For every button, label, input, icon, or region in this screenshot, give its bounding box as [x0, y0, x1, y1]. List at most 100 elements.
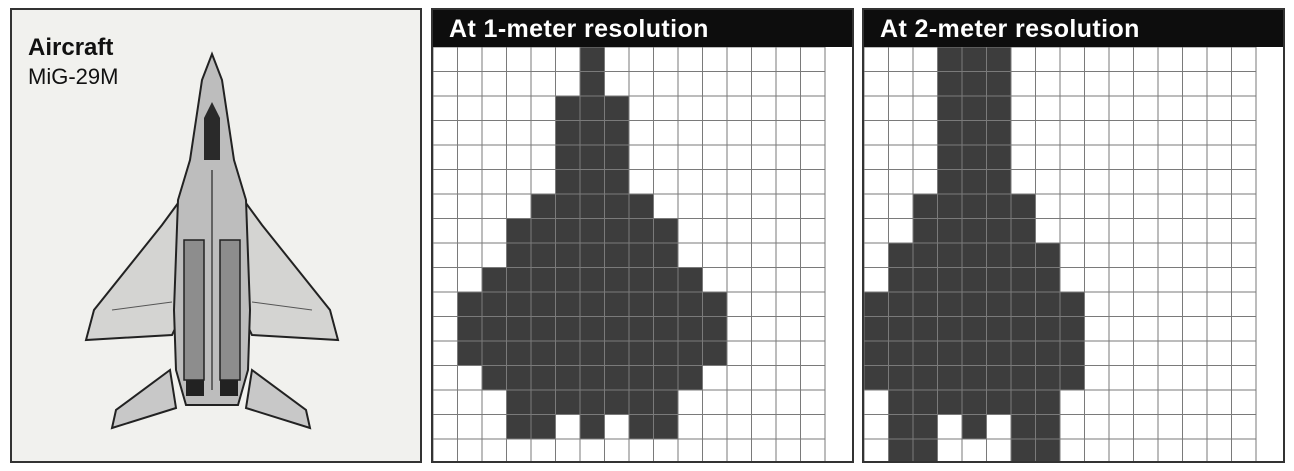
one-meter-filled-cell — [555, 218, 581, 244]
one-meter-filled-cell — [506, 341, 532, 366]
one-meter-filled-cell — [531, 194, 556, 219]
two-meter-filled-cell — [1035, 341, 1061, 366]
one-meter-filled-cell — [629, 365, 654, 391]
two-meter-filled-cell — [888, 439, 914, 461]
one-meter-filled-cell — [604, 169, 630, 195]
two-meter-filled-cell — [986, 316, 1012, 342]
one-meter-filled-cell — [555, 120, 581, 146]
one-meter-filled-cell — [531, 243, 556, 268]
one-meter-filled-cell — [482, 267, 507, 293]
one-meter-filled-cell — [653, 365, 679, 391]
two-meter-filled-cell — [1035, 414, 1061, 440]
one-meter-filled-cell — [580, 292, 605, 317]
one-meter-filled-cell — [555, 365, 581, 391]
two-meter-filled-cell — [1035, 292, 1061, 317]
one-meter-filled-cell — [629, 243, 654, 268]
two-meter-filled-cell — [1035, 365, 1061, 391]
one-meter-filled-cell — [457, 316, 483, 342]
two-meter-filled-cell — [986, 341, 1012, 366]
two-meter-filled-cell — [937, 145, 963, 170]
one-meter-filled-cell — [457, 341, 483, 366]
one-meter-filled-cell — [555, 194, 581, 219]
two-meter-filled-cell — [937, 292, 963, 317]
two-meter-filled-cell — [962, 71, 987, 97]
two-meter-filled-cell — [962, 267, 987, 293]
two-meter-filled-cell — [888, 292, 914, 317]
one-meter-filled-cell — [531, 390, 556, 415]
one-meter-filled-cell — [653, 316, 679, 342]
one-meter-filled-cell — [604, 292, 630, 317]
one-meter-filled-cell — [531, 218, 556, 244]
one-meter-filled-cell — [604, 120, 630, 146]
one-meter-filled-cell — [531, 316, 556, 342]
two-meter-filled-cell — [888, 390, 914, 415]
two-meter-header: At 2-meter resolution — [864, 10, 1283, 47]
one-meter-filled-cell — [629, 194, 654, 219]
two-meter-filled-cell — [937, 96, 963, 121]
one-meter-filled-cell — [555, 341, 581, 366]
one-meter-filled-cell — [604, 341, 630, 366]
two-meter-filled-cell — [937, 71, 963, 97]
two-meter-filled-cell — [986, 96, 1012, 121]
two-meter-filled-cell — [1011, 390, 1036, 415]
two-meter-filled-cell — [1011, 218, 1036, 244]
two-meter-filled-cell — [962, 292, 987, 317]
one-meter-filled-cell — [531, 414, 556, 440]
two-meter-filled-cell — [937, 120, 963, 146]
two-meter-filled-cell — [962, 169, 987, 195]
two-meter-filled-cell — [913, 439, 938, 461]
two-meter-filled-cell — [1035, 390, 1061, 415]
two-meter-filled-cell — [937, 218, 963, 244]
one-meter-filled-cell — [653, 292, 679, 317]
one-meter-filled-cell — [506, 243, 532, 268]
two-meter-filled-cell — [1060, 292, 1085, 317]
one-meter-filled-cell — [653, 243, 679, 268]
one-meter-filled-cell — [629, 341, 654, 366]
two-meter-filled-cell — [1011, 243, 1036, 268]
one-meter-filled-cell — [580, 365, 605, 391]
two-meter-filled-cell — [1011, 316, 1036, 342]
one-meter-filled-cell — [555, 292, 581, 317]
two-meter-filled-cell — [937, 243, 963, 268]
one-meter-filled-cell — [531, 292, 556, 317]
two-meter-filled-cell — [913, 365, 938, 391]
two-meter-filled-cell — [962, 218, 987, 244]
two-meter-filled-cell — [986, 292, 1012, 317]
one-meter-filled-cell — [678, 341, 703, 366]
one-meter-filled-cell — [555, 169, 581, 195]
two-meter-filled-cell — [1011, 267, 1036, 293]
two-meter-filled-cell — [913, 390, 938, 415]
two-meter-filled-cell — [888, 267, 914, 293]
one-meter-filled-cell — [506, 316, 532, 342]
two-meter-filled-cell — [1011, 194, 1036, 219]
two-meter-filled-cell — [962, 194, 987, 219]
one-meter-filled-cell — [604, 145, 630, 170]
two-meter-filled-cell — [1035, 439, 1061, 461]
two-meter-filled-cell — [962, 96, 987, 121]
two-meter-filled-cell — [888, 316, 914, 342]
one-meter-filled-cell — [457, 292, 483, 317]
two-meter-filled-cell — [1035, 267, 1061, 293]
two-meter-filled-cell — [888, 341, 914, 366]
two-meter-filled-cell — [1011, 292, 1036, 317]
one-meter-header: At 1-meter resolution — [433, 10, 852, 47]
two-meter-filled-cell — [986, 390, 1012, 415]
two-meter-filled-cell — [962, 341, 987, 366]
one-meter-filled-cell — [702, 316, 728, 342]
two-meter-filled-cell — [962, 145, 987, 170]
one-meter-filled-cell — [653, 390, 679, 415]
one-meter-filled-cell — [506, 365, 532, 391]
two-meter-filled-cell — [986, 194, 1012, 219]
one-meter-filled-cell — [678, 267, 703, 293]
one-meter-filled-cell — [531, 341, 556, 366]
two-meter-filled-cell — [864, 341, 889, 366]
two-meter-filled-cell — [913, 218, 938, 244]
two-meter-filled-cell — [962, 365, 987, 391]
one-meter-filled-cell — [604, 316, 630, 342]
two-meter-filled-cell — [986, 120, 1012, 146]
two-meter-filled-cell — [962, 414, 987, 440]
two-meter-filled-cell — [937, 169, 963, 195]
two-meter-filled-cell — [913, 292, 938, 317]
one-meter-filled-cell — [678, 316, 703, 342]
two-meter-filled-cell — [888, 243, 914, 268]
